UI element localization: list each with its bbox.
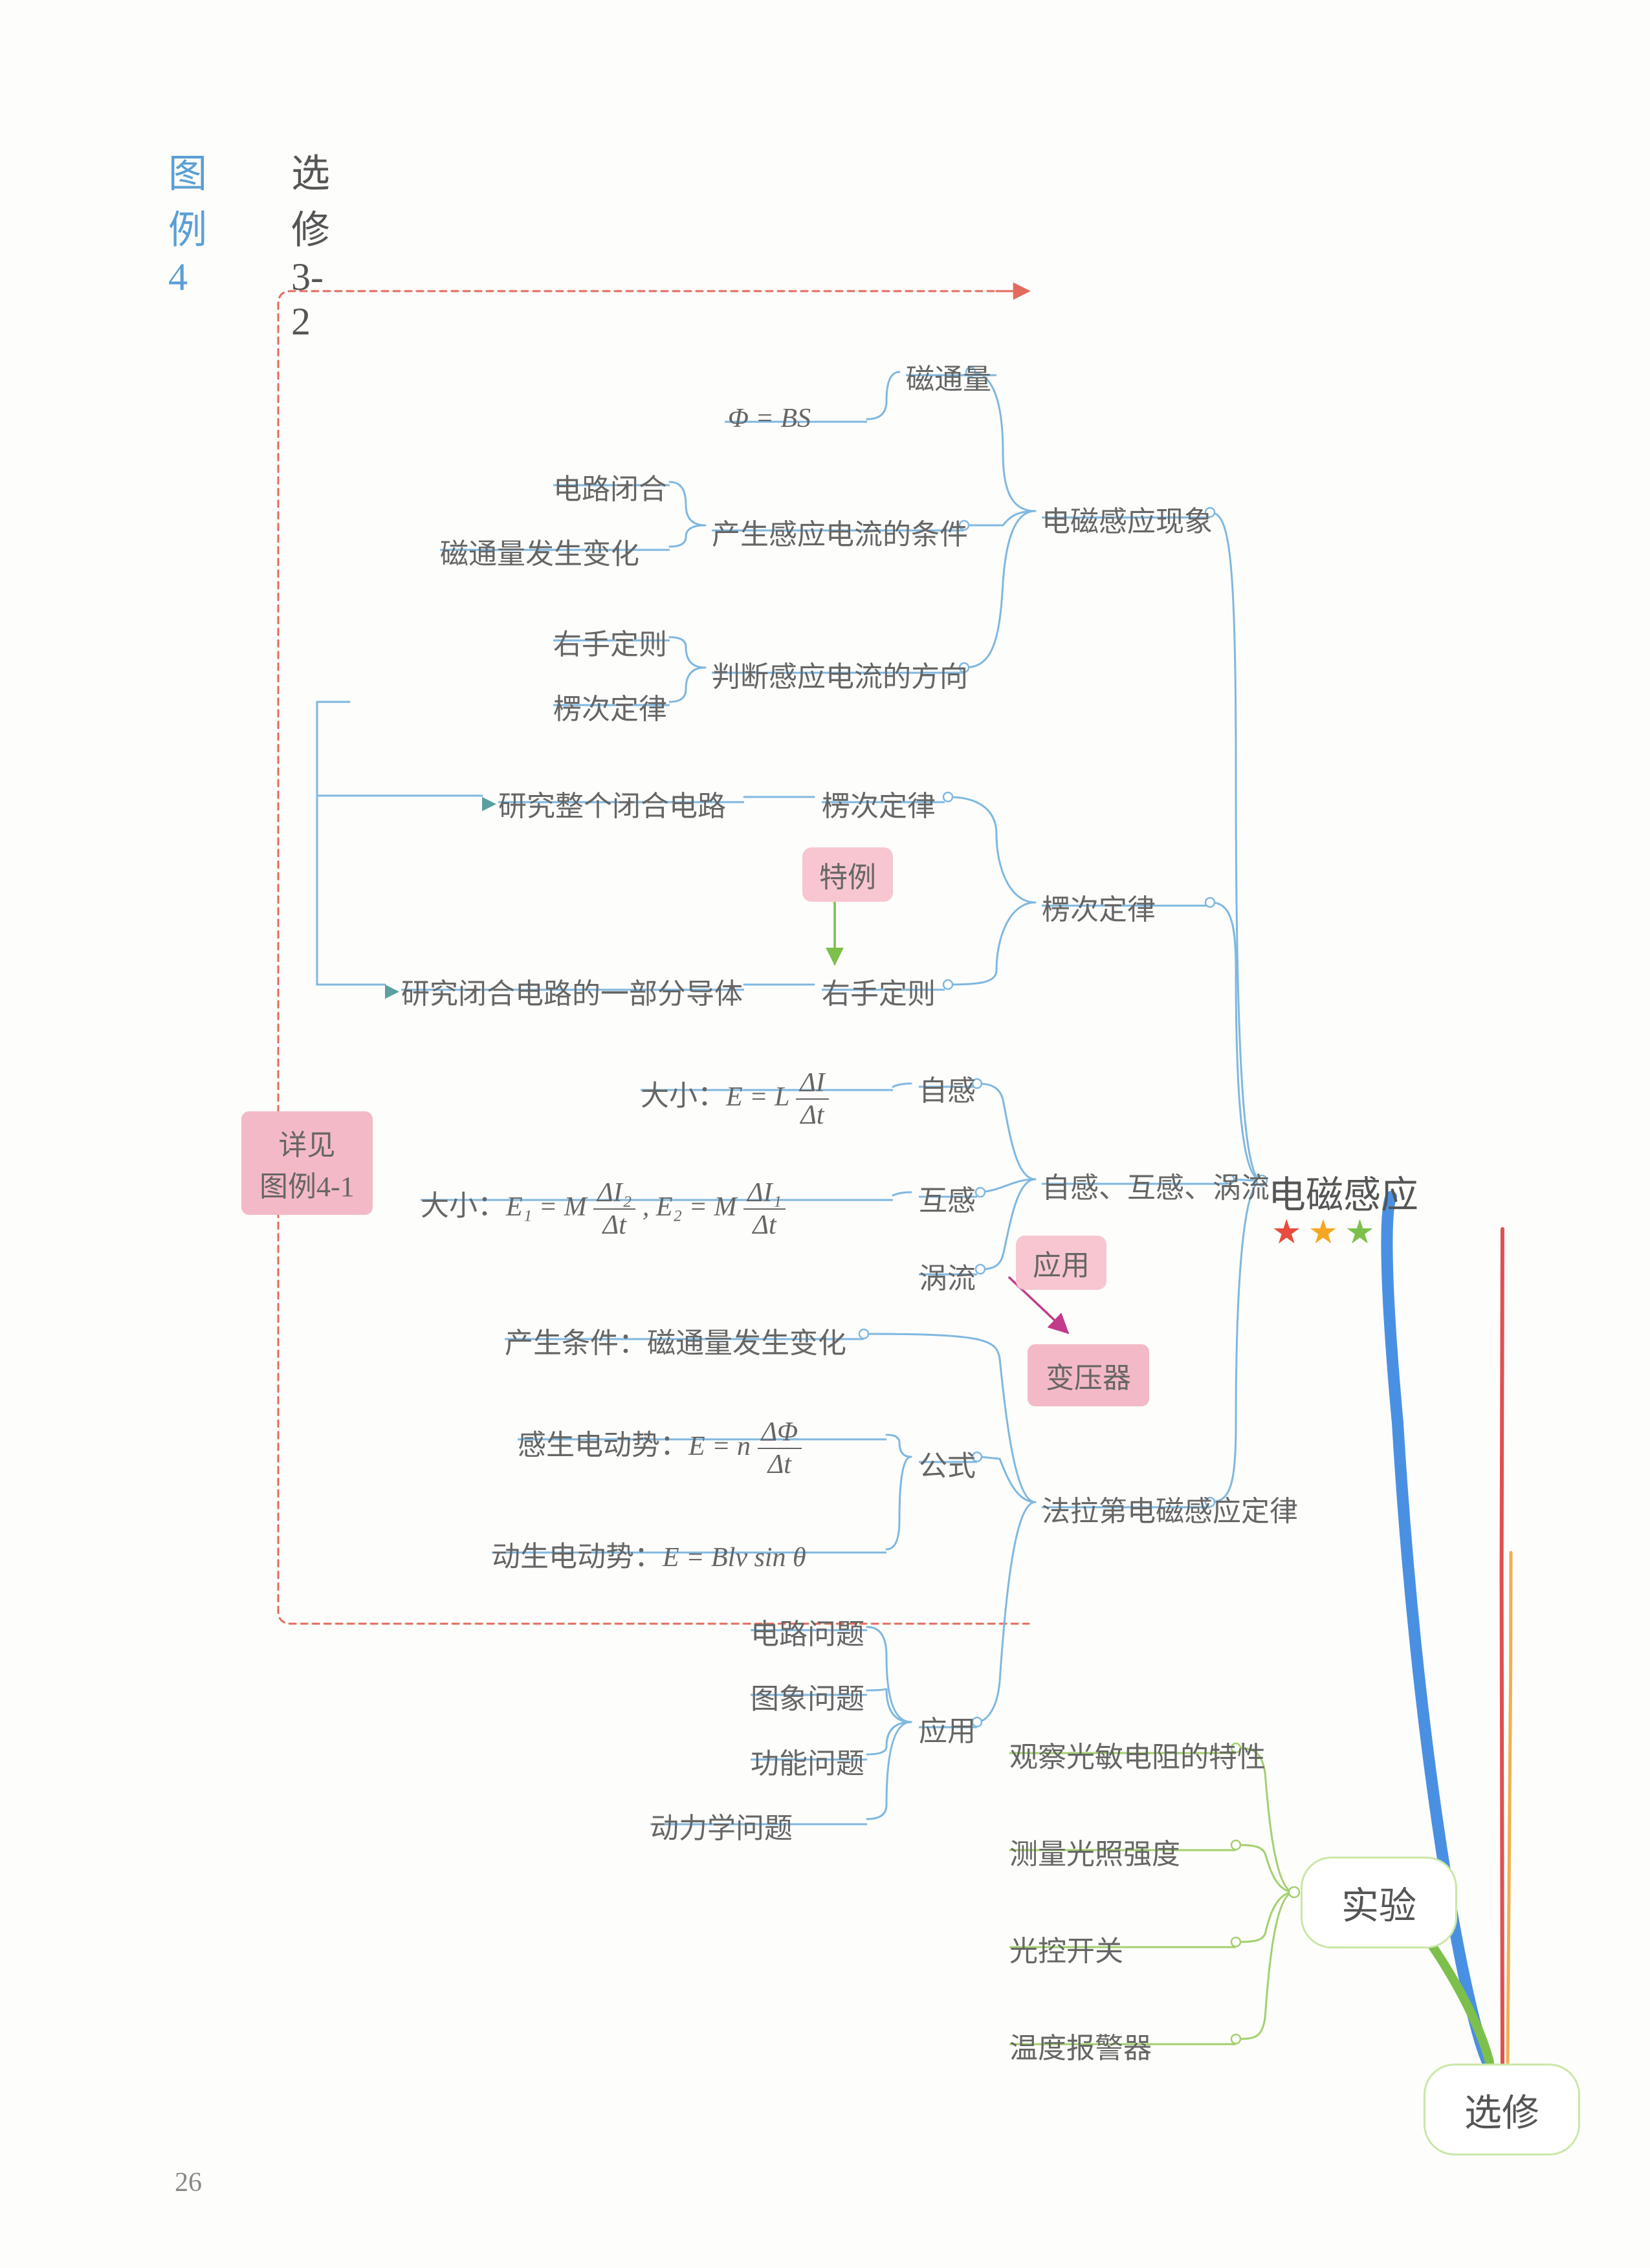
node-n_lenz1: 楞次定律 xyxy=(553,686,667,727)
node-n_graph: 图象问题 xyxy=(751,1675,864,1717)
node-n_mut: 互感 xyxy=(919,1177,976,1219)
title-label: 图例4 xyxy=(168,142,207,300)
node-n_circuit: 电路闭合 xyxy=(553,466,667,507)
node-n_switch: 光控开关 xyxy=(1009,1928,1123,1969)
node-n_lux: 测量光照强度 xyxy=(1009,1831,1180,1872)
node-n_flux: 磁通量 xyxy=(906,356,991,397)
node-n_fluxchg: 磁通量发生变化 xyxy=(440,530,639,572)
root-electromagnetic-induction: 电磁感应 xyxy=(1268,1164,1418,1219)
title-text: 选修3-2 xyxy=(291,142,330,344)
node-n_func: 功能问题 xyxy=(751,1740,864,1782)
page-number: 26 xyxy=(175,2167,202,2198)
root-stars: ★★★ xyxy=(1271,1213,1381,1252)
node-n_phi: Φ = BS xyxy=(728,401,811,434)
node-n_self: 自感 xyxy=(919,1067,976,1109)
node-n_mutsize: 大小：E₁ = M ΔI₂Δt , E₂ = M ΔI₁Δt xyxy=(421,1177,786,1241)
node-n_eddy: 涡流 xyxy=(919,1255,976,1296)
node-n_selfsize: 大小：E = L ΔIΔt xyxy=(641,1067,829,1131)
node-n_partial: 研究闭合电路的一部分导体 xyxy=(401,970,743,1012)
node-n_circ: 电路问题 xyxy=(751,1611,864,1652)
star-green-icon: ★ xyxy=(1345,1214,1381,1251)
node-n_rhr: 右手定则 xyxy=(553,621,667,662)
node-n_emf2: 动生电动势：E = Blv sin θ xyxy=(492,1533,806,1575)
node-n_ldr: 观察光敏电阻的特性 xyxy=(1009,1734,1266,1775)
root-elective: 选修 xyxy=(1424,2064,1580,2155)
root-label: 电磁感应 xyxy=(1268,1164,1418,1219)
node-n_condgen: 产生条件：磁通量发生变化 xyxy=(505,1320,846,1361)
application-badge: 应用 xyxy=(1016,1236,1106,1290)
node-n_app2: 应用 xyxy=(919,1708,976,1749)
ref-note: 详见 图例4-1 xyxy=(243,1113,371,1214)
ref-note-line2: 图例4-1 xyxy=(259,1163,355,1205)
experiment-node: 实验 xyxy=(1301,1857,1457,1948)
node-n_lenzlaw: 楞次定律 xyxy=(1042,886,1156,928)
ref-note-line1: 详见 xyxy=(259,1122,355,1163)
special-case-badge: 特例 xyxy=(802,847,893,902)
node-n_smi: 自感、互感、涡流 xyxy=(1042,1164,1270,1206)
star-red-icon: ★ xyxy=(1271,1214,1308,1251)
node-n_whole: 研究整个闭合电路 xyxy=(498,783,726,824)
node-n_dir: 判断感应电流的方向 xyxy=(712,653,968,695)
node-n_phenom: 电磁感应现象 xyxy=(1042,498,1213,540)
node-n_temp: 温度报警器 xyxy=(1009,2025,1152,2066)
node-n_rhr2: 右手定则 xyxy=(822,970,936,1012)
star-orange-icon: ★ xyxy=(1308,1214,1345,1251)
node-n_emf1: 感生电动势：E = n ΔΦΔt xyxy=(518,1417,802,1480)
transformer-badge: 变压器 xyxy=(1029,1346,1148,1405)
node-n_cond: 产生感应电流的条件 xyxy=(712,511,968,552)
node-n_formula: 公式 xyxy=(919,1443,976,1484)
node-n_dyn: 动力学问题 xyxy=(650,1805,793,1846)
node-n_lenz2: 楞次定律 xyxy=(822,783,936,824)
node-n_faraday: 法拉第电磁感应定律 xyxy=(1042,1488,1298,1529)
